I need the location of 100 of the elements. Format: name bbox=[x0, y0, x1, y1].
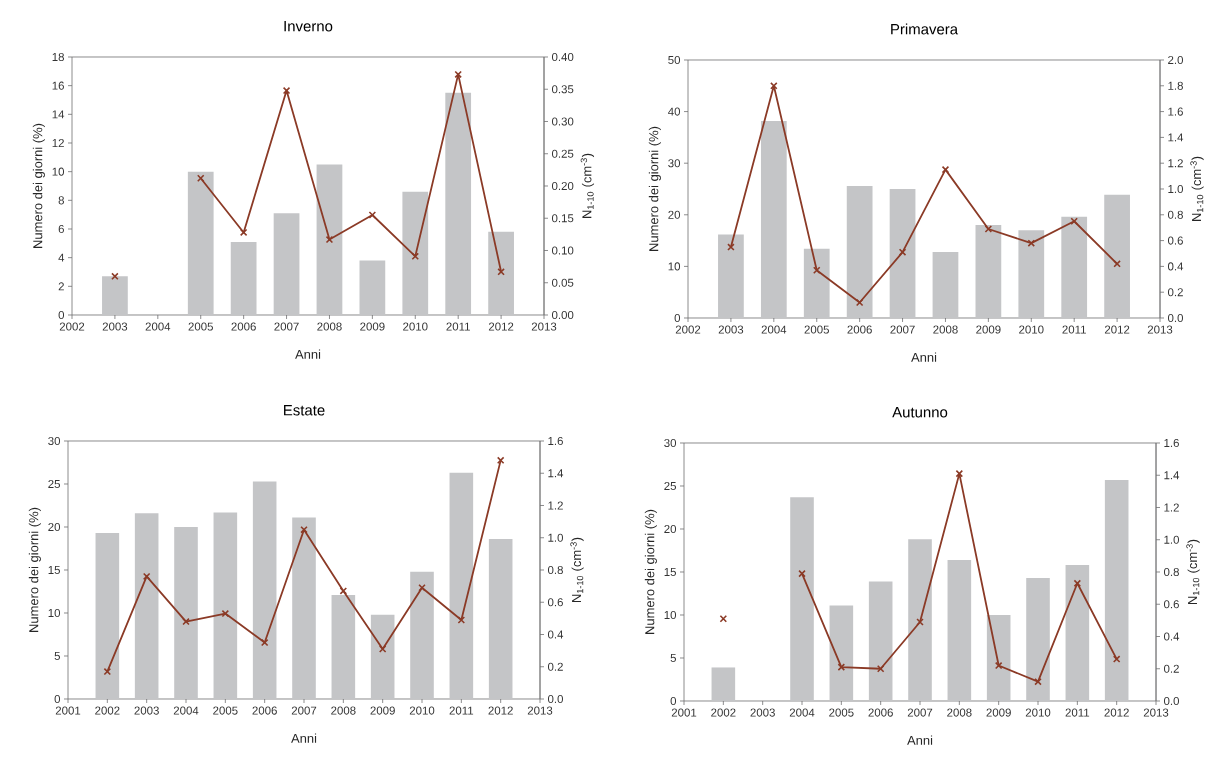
x-tick-label: 2012 bbox=[1104, 708, 1129, 717]
y2-tick-label: 1.6 bbox=[1168, 107, 1183, 116]
x-tick-label: 2003 bbox=[102, 322, 128, 331]
point bbox=[1113, 260, 1121, 268]
x-tick-label: 2003 bbox=[134, 706, 159, 715]
x-tick-label: 2006 bbox=[868, 708, 893, 717]
x-tick-label: 2011 bbox=[1062, 325, 1086, 334]
point bbox=[941, 165, 950, 174]
bar bbox=[252, 481, 277, 699]
bar bbox=[1104, 479, 1129, 701]
x-tick-label: 2013 bbox=[1147, 325, 1173, 334]
point bbox=[103, 667, 112, 676]
bar bbox=[410, 571, 434, 699]
y-axis-title: Numero dei giorni (%) bbox=[28, 507, 41, 632]
x-tick-label: 2013 bbox=[1143, 708, 1169, 717]
y-axis-title: Numero dei giorni (%) bbox=[648, 126, 661, 251]
y2-tick-label: 0.8 bbox=[547, 565, 563, 575]
x-tick-label: 2003 bbox=[718, 325, 744, 334]
y-tick-label: 30 bbox=[668, 159, 681, 168]
bar bbox=[1026, 578, 1050, 701]
x-tick-label: 2010 bbox=[403, 322, 428, 331]
point bbox=[1027, 239, 1036, 247]
bar bbox=[986, 615, 1011, 701]
y-tick-label: 4 bbox=[58, 253, 65, 262]
y-tick-label: 50 bbox=[668, 55, 681, 65]
y2-tick-label: 0.15 bbox=[551, 214, 574, 223]
bar bbox=[889, 188, 916, 318]
y2-tick-label: 0.0 bbox=[547, 694, 563, 704]
y2-tick-label: 0.00 bbox=[551, 310, 574, 320]
y-tick-label: 10 bbox=[48, 608, 61, 618]
y-tick-label: 0 bbox=[54, 694, 61, 704]
y2-tick-label: 0.8 bbox=[1163, 567, 1179, 577]
x-tick-label: 2005 bbox=[213, 706, 238, 715]
chart-title: Autunno bbox=[892, 407, 948, 418]
point bbox=[812, 266, 821, 275]
y2-axis-title: N$_{1-10}$ (cm$^{-3}$) bbox=[570, 537, 584, 602]
bar bbox=[316, 164, 343, 315]
x-tick-label: 2008 bbox=[933, 325, 958, 334]
y-tick-label: 0 bbox=[58, 310, 65, 320]
y-tick-label: 15 bbox=[48, 566, 60, 574]
y-tick-label: 20 bbox=[48, 522, 61, 532]
bar bbox=[760, 120, 787, 318]
x-tick-label: 2005 bbox=[188, 322, 213, 331]
x-tick-label: 2009 bbox=[976, 325, 1001, 334]
y-tick-label: 20 bbox=[664, 524, 677, 534]
y-tick-label: 25 bbox=[48, 479, 60, 489]
point bbox=[325, 235, 334, 244]
y2-axis-title: N$_{1-10}$ (cm$^{-3}$) bbox=[1186, 539, 1200, 604]
y-tick-label: 0 bbox=[674, 313, 681, 323]
point bbox=[955, 469, 964, 478]
x-tick-label: 2002 bbox=[95, 706, 120, 715]
bar bbox=[488, 539, 513, 699]
bar bbox=[449, 472, 474, 699]
point bbox=[876, 664, 885, 673]
bar bbox=[1018, 230, 1045, 318]
y-tick-label: 16 bbox=[52, 81, 64, 90]
x-tick-label: 2006 bbox=[252, 706, 277, 715]
y2-tick-label: 1.2 bbox=[1168, 159, 1183, 168]
y2-tick-label: 1.4 bbox=[548, 469, 564, 478]
x-tick-label: 2005 bbox=[829, 708, 854, 717]
y2-tick-label: 0.30 bbox=[551, 117, 574, 126]
x-tick-label: 2004 bbox=[145, 322, 171, 331]
y2-tick-label: 0.6 bbox=[547, 598, 563, 607]
y-tick-label: 10 bbox=[668, 262, 681, 271]
y2-tick-label: 1.2 bbox=[1164, 503, 1179, 512]
bar bbox=[975, 225, 1002, 318]
x-tick-label: 2004 bbox=[761, 325, 787, 334]
y2-tick-label: 0.25 bbox=[551, 149, 574, 158]
bar bbox=[790, 497, 814, 701]
chart-title: Primavera bbox=[891, 23, 959, 35]
x-tick-label: 2010 bbox=[1025, 708, 1051, 717]
x-tick-label: 2012 bbox=[488, 322, 514, 331]
chart-title: Inverno bbox=[284, 21, 333, 32]
y-tick-label: 5 bbox=[54, 652, 60, 660]
bar bbox=[187, 171, 214, 315]
bar bbox=[1065, 565, 1090, 701]
x-tick-label: 2002 bbox=[675, 325, 701, 334]
point bbox=[727, 243, 735, 251]
point bbox=[496, 456, 505, 465]
point bbox=[1073, 579, 1082, 588]
y-tick-label: 15 bbox=[664, 568, 677, 576]
x-tick-label: 2013 bbox=[527, 706, 553, 715]
x-tick-label: 2008 bbox=[947, 708, 972, 717]
y2-tick-label: 0.0 bbox=[1167, 313, 1184, 323]
point bbox=[411, 252, 420, 261]
bar bbox=[1061, 216, 1088, 318]
y2-tick-label: 0.2 bbox=[1167, 288, 1183, 297]
bar bbox=[331, 594, 356, 699]
x-tick-label: 2012 bbox=[1104, 325, 1130, 334]
bar bbox=[932, 251, 959, 318]
y2-tick-label: 0.4 bbox=[547, 630, 564, 639]
y-tick-label: 25 bbox=[664, 481, 677, 491]
bar bbox=[213, 512, 238, 699]
y-tick-label: 10 bbox=[52, 167, 65, 176]
bar bbox=[803, 248, 830, 318]
y2-tick-label: 0.20 bbox=[551, 181, 574, 191]
y2-tick-label: 1.4 bbox=[1168, 133, 1184, 142]
x-tick-label: 2005 bbox=[804, 325, 829, 334]
bar bbox=[230, 241, 257, 315]
point bbox=[1070, 217, 1078, 225]
